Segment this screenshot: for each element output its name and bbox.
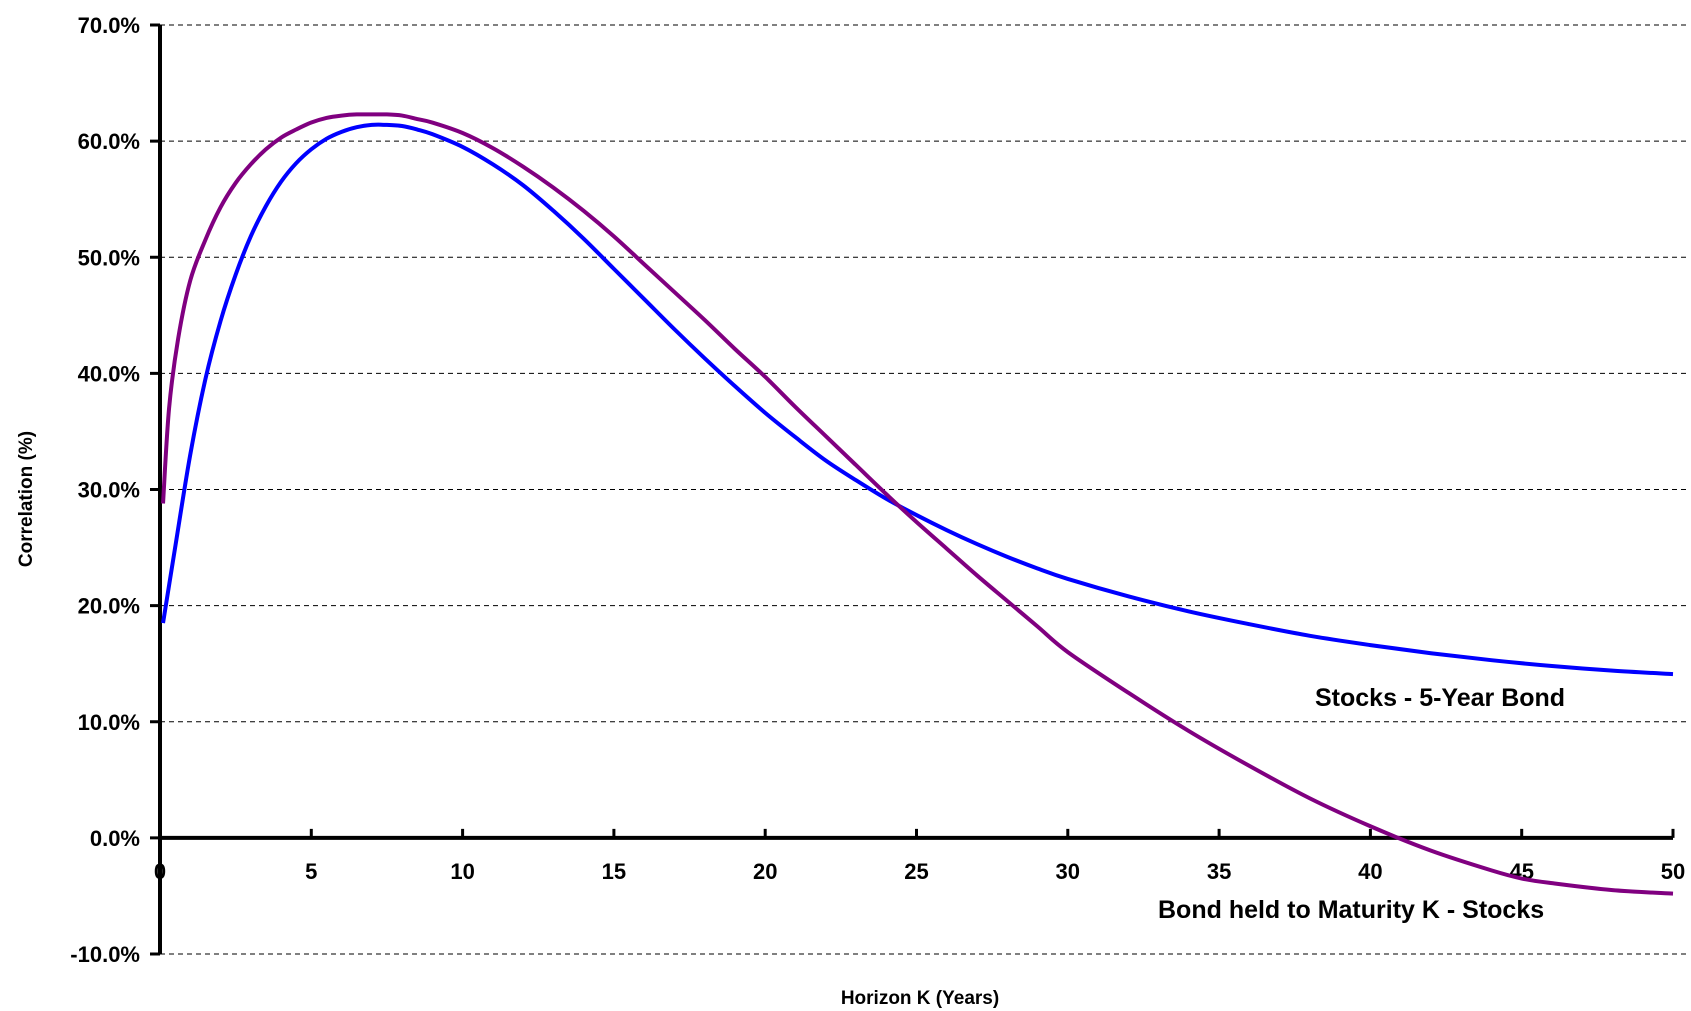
y-axis-ticks: -10.0% 0.0% 10.0% 20.0% 30.0% 40.0% 50.0% 60.0%… xyxy=(70,13,160,967)
x-tick-label: 30 xyxy=(1056,859,1080,884)
x-tick-label: 5 xyxy=(305,859,317,884)
y-tick-label: 10.0% xyxy=(78,710,140,735)
gridlines xyxy=(160,24,1690,955)
y-tick-label: 30.0% xyxy=(78,478,140,503)
y-tick-label: -10.0% xyxy=(70,942,140,967)
x-tick-label: 10 xyxy=(450,859,474,884)
x-tick-label: 25 xyxy=(904,859,928,884)
x-tick-label: 20 xyxy=(753,859,777,884)
y-tick-label: 60.0% xyxy=(78,129,140,154)
y-tick-label: 40.0% xyxy=(78,361,140,386)
x-tick-label: 15 xyxy=(602,859,626,884)
series-lines xyxy=(161,112,1674,896)
y-tick-label: 50.0% xyxy=(78,245,140,270)
series-line-stocks-5yr-bond xyxy=(161,122,1674,677)
y-axis-title: Correlation (%) xyxy=(16,431,37,567)
x-tick-label: 0 xyxy=(154,859,166,884)
y-tick-label: 70.0% xyxy=(78,13,140,38)
x-tick-label: 40 xyxy=(1358,859,1382,884)
series-line-bond-held-to-maturity xyxy=(161,112,1674,896)
series-label-stocks-5yr-bond: Stocks - 5-Year Bond xyxy=(1315,684,1565,712)
x-tick-label: 35 xyxy=(1207,859,1231,884)
y-tick-label: 20.0% xyxy=(78,594,140,619)
y-tick-label: 0.0% xyxy=(90,826,140,851)
x-axis-ticks: 0 5 10 15 20 25 30 35 40 45 50 xyxy=(154,828,1685,884)
x-tick-label: 50 xyxy=(1661,859,1685,884)
series-label-bond-held-to-maturity: Bond held to Maturity K - Stocks xyxy=(1158,896,1544,924)
x-axis-title: Horizon K (Years) xyxy=(841,988,999,1009)
